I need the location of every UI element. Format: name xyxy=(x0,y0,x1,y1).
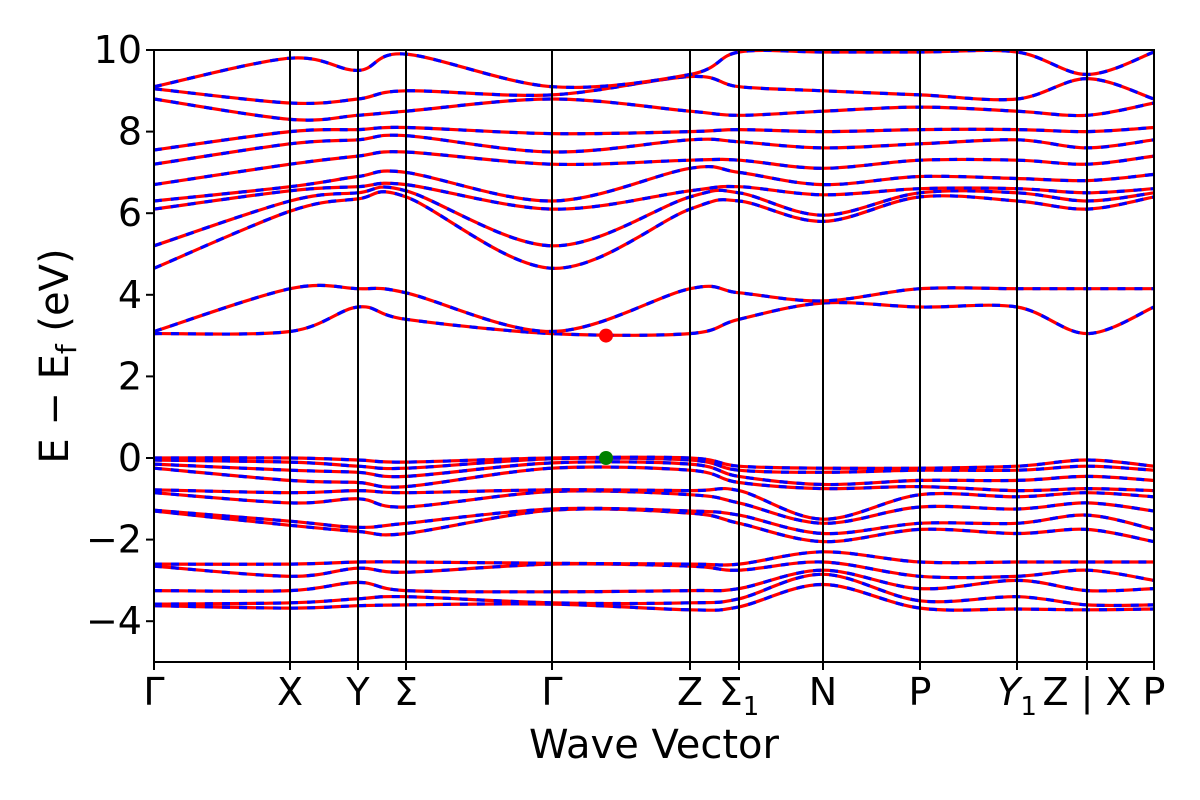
x-tick-label: Y xyxy=(345,670,370,714)
band-line-spin-conduction-3 xyxy=(154,190,1154,270)
markers-layer xyxy=(599,328,613,465)
band-line-spin-valence-5 xyxy=(154,550,1154,567)
y-tick-label: 4 xyxy=(118,273,142,317)
x-axis-title: Wave Vector xyxy=(529,722,780,768)
y-tick-label: 6 xyxy=(118,191,142,235)
x-tick-label: P xyxy=(1143,670,1166,714)
band-line-spin-conduction-10 xyxy=(154,97,1154,122)
vbm-marker xyxy=(599,451,613,465)
band-line-spin-conduction-12 xyxy=(154,50,1154,89)
kpoint-lines xyxy=(289,50,1088,662)
band-line-spin-conduction-9 xyxy=(154,125,1154,152)
y-axis-title-subscript: f xyxy=(50,343,83,354)
y-axis-title-main: E − E xyxy=(32,354,78,464)
band-line-spin-valence-12 xyxy=(154,456,1154,474)
x-tick-label: Σ xyxy=(394,670,418,714)
y-axis-title-unit: (eV) xyxy=(32,248,78,344)
x-axis-ticks: Γ X Y Σ Γ Z Σ1 N P Y1 Z | X P xyxy=(143,662,1165,722)
y-tick-label: 2 xyxy=(118,354,142,398)
y-tick-label: 10 xyxy=(94,28,142,72)
y-tick-label: −4 xyxy=(86,599,142,643)
x-tick-label: Z xyxy=(677,670,703,714)
y-tick-label: 8 xyxy=(118,110,142,154)
y-tick-label: −2 xyxy=(86,518,142,562)
band-line-spin-conduction-1 xyxy=(154,300,1154,337)
bands-layer xyxy=(154,50,1154,612)
cbm-marker xyxy=(599,328,613,343)
x-tick-label: Z | X xyxy=(1042,670,1131,715)
band-line-conduction-3 xyxy=(154,190,1154,270)
band-line-spin-valence-13 xyxy=(154,455,1154,471)
band-line-conduction-1 xyxy=(154,300,1154,337)
x-tick-label: Σ1 xyxy=(719,670,760,722)
plot-frame xyxy=(153,49,1155,663)
band-line-valence-6 xyxy=(154,507,1154,544)
x-tick-label: X xyxy=(277,670,303,714)
y-axis-ticks: −4 −2 0 2 4 6 8 10 xyxy=(86,28,154,643)
y-axis-title: E − Ef (eV) xyxy=(32,248,83,463)
x-tick-label: Γ xyxy=(143,670,164,714)
band-line-spin-valence-4 xyxy=(154,560,1154,582)
band-line-spin-conduction-7 xyxy=(154,150,1154,187)
x-tick-label: Y1 xyxy=(997,670,1037,722)
x-tick-label: Γ xyxy=(541,670,562,714)
x-tick-label: P xyxy=(909,670,932,714)
y-tick-label: 0 xyxy=(118,436,142,480)
band-line-spin-valence-11 xyxy=(154,460,1154,487)
x-tick-label: N xyxy=(809,670,837,714)
band-line-conduction-2 xyxy=(154,283,1154,334)
band-line-spin-conduction-2 xyxy=(154,283,1154,334)
